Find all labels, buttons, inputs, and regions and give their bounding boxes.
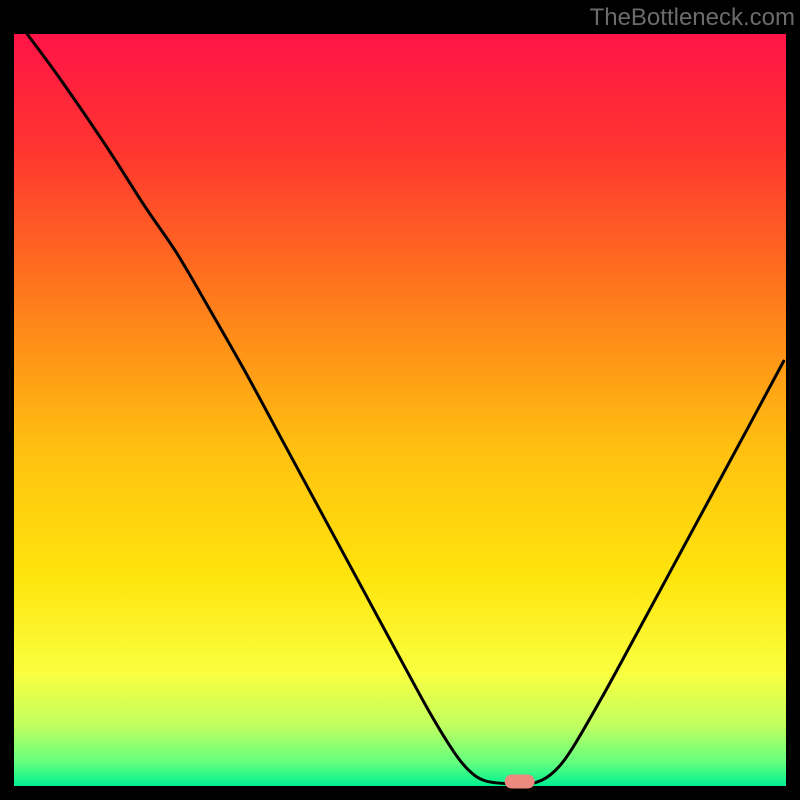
- plot-background: [14, 34, 786, 786]
- optimal-marker: [505, 774, 535, 788]
- chart-stage: TheBottleneck.com: [0, 0, 800, 800]
- chart-svg: [0, 0, 800, 800]
